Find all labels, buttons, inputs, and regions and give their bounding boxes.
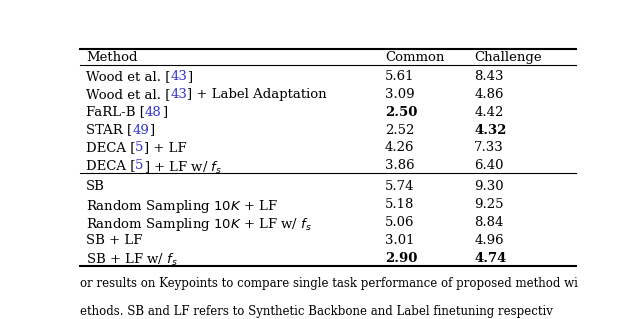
Text: 43: 43 — [170, 70, 188, 83]
Text: STAR [: STAR [ — [86, 123, 132, 137]
Text: SB + LF w/ $f_s$: SB + LF w/ $f_s$ — [86, 252, 178, 268]
Text: ]: ] — [149, 123, 154, 137]
Text: Random Sampling $10K$ + LF w/ $f_s$: Random Sampling $10K$ + LF w/ $f_s$ — [86, 216, 312, 233]
Text: Wood et al. [: Wood et al. [ — [86, 70, 170, 83]
Text: 6.40: 6.40 — [474, 160, 504, 172]
Text: or results on Keypoints to compare single task performance of proposed method wi: or results on Keypoints to compare singl… — [80, 277, 578, 290]
Text: 3.01: 3.01 — [385, 234, 415, 247]
Text: 4.96: 4.96 — [474, 234, 504, 247]
Text: 2.90: 2.90 — [385, 252, 417, 265]
Text: 7.33: 7.33 — [474, 141, 504, 154]
Text: ]: ] — [188, 70, 193, 83]
Text: 4.32: 4.32 — [474, 123, 507, 137]
Text: DECA [: DECA [ — [86, 160, 135, 172]
Text: 48: 48 — [145, 106, 161, 119]
Text: 5: 5 — [135, 160, 144, 172]
Text: 9.30: 9.30 — [474, 180, 504, 193]
Text: 5.61: 5.61 — [385, 70, 415, 83]
Text: 2.52: 2.52 — [385, 123, 415, 137]
Text: 2.50: 2.50 — [385, 106, 417, 119]
Text: 43: 43 — [170, 88, 188, 101]
Text: ] + LF: ] + LF — [144, 141, 186, 154]
Text: SB: SB — [86, 180, 105, 193]
Text: ] + LF w/ $f_s$: ] + LF w/ $f_s$ — [144, 160, 222, 175]
Text: SB + LF: SB + LF — [86, 234, 142, 247]
Text: 4.26: 4.26 — [385, 141, 415, 154]
Text: ethods. SB and LF refers to Synthetic Backbone and Label finetuning respectiv: ethods. SB and LF refers to Synthetic Ba… — [80, 305, 553, 318]
Text: Random Sampling $10K$ + LF: Random Sampling $10K$ + LF — [86, 198, 278, 215]
Text: Common: Common — [385, 51, 444, 63]
Text: 49: 49 — [132, 123, 149, 137]
Text: 5.74: 5.74 — [385, 180, 415, 193]
Text: 4.42: 4.42 — [474, 106, 504, 119]
Text: FaRL-B [: FaRL-B [ — [86, 106, 145, 119]
Text: 4.74: 4.74 — [474, 252, 507, 265]
Text: 9.25: 9.25 — [474, 198, 504, 211]
Text: 3.86: 3.86 — [385, 160, 415, 172]
Text: ]: ] — [161, 106, 166, 119]
Text: 5: 5 — [135, 141, 144, 154]
Text: 5.18: 5.18 — [385, 198, 415, 211]
Text: 5.06: 5.06 — [385, 216, 415, 229]
Text: Method: Method — [86, 51, 138, 63]
Text: 8.84: 8.84 — [474, 216, 504, 229]
Text: DECA [: DECA [ — [86, 141, 135, 154]
Text: 3.09: 3.09 — [385, 88, 415, 101]
Text: ] + Label Adaptation: ] + Label Adaptation — [188, 88, 327, 101]
Text: Wood et al. [: Wood et al. [ — [86, 88, 170, 101]
Text: 4.86: 4.86 — [474, 88, 504, 101]
Text: 8.43: 8.43 — [474, 70, 504, 83]
Text: Challenge: Challenge — [474, 51, 542, 63]
